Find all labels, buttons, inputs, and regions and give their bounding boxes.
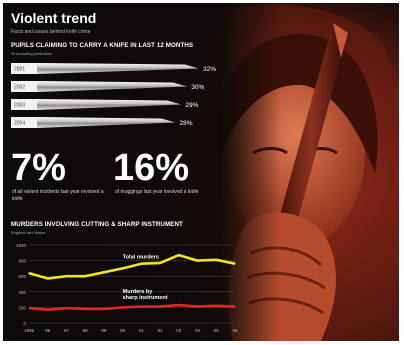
x-tick-label: 06 [232,328,238,333]
infographic: Violent trend Facts and issues behind kn… [3,3,399,341]
stat-value-muggings: 16% [113,147,190,189]
bar-value-label: 29% [185,102,198,109]
bar-category-label: 2001 [14,67,25,73]
bar-handle [11,81,37,92]
x-tick-label: 1995 [24,328,35,333]
x-tick-label: 01 [139,328,145,333]
bar [37,63,199,74]
bar-category-label: 2002 [14,85,25,91]
murder-chart-title: MURDERS INVOLVING CUTTING & SHARP INSTRU… [11,221,183,228]
data-point [84,275,86,277]
data-point [159,306,161,308]
x-tick-label: 03 [176,328,182,333]
bar [37,99,182,110]
x-tick-label: 04 [195,328,201,333]
bar-value-label: 32% [203,66,216,73]
data-point [122,267,124,269]
x-tick-label: 05 [214,328,220,333]
x-tick-label: 99 [101,328,107,333]
bar-category-label: 2003 [14,103,25,109]
data-point [122,306,124,308]
series-line [28,303,236,311]
data-point [140,306,142,308]
y-tick-label: 200 [18,305,26,310]
x-tick-label: 02 [158,328,164,333]
y-tick-label: 800 [18,259,26,264]
y-tick-label: 600 [18,274,26,279]
data-point [215,305,217,307]
bar [37,117,176,128]
data-point [84,308,86,310]
bar-handle [11,63,37,74]
data-point [65,307,68,309]
data-point [28,307,30,309]
page-subtitle: Facts and issues behind knife crime [11,29,91,35]
annotation-total: Total murders [123,254,159,260]
data-point [178,254,180,256]
annotation-sharp: Murders by sharp instrument [123,289,168,301]
data-point [234,306,236,308]
data-point [65,275,68,277]
data-point [103,271,105,273]
data-point [178,304,180,306]
x-tick-label: 97 [64,328,70,333]
stat-value-violent: 7% [11,147,66,189]
bar-handle [11,117,37,128]
data-point [215,259,217,261]
stat-caption-violent: of all violent incidents last year invol… [12,189,104,202]
bar-value-label: 30% [191,84,204,91]
knife-bar-chart: 2001 32% 2002 30% 2003 29% 2004 28% [11,63,216,128]
bar [37,81,188,92]
data-point [47,309,49,311]
data-point [234,263,236,265]
data-point [196,260,199,262]
data-point [47,277,49,280]
x-tick-label: 00 [120,328,126,333]
data-point [28,272,30,274]
knife-chart-title: PUPILS CLAIMING TO CARRY A KNIFE IN LAST… [11,42,194,49]
stat-caption-muggings: of muggings last year involved a knife [115,189,199,195]
bar-category-label: 2004 [14,121,25,127]
data-point [159,262,161,264]
knife-chart-note: % excluding penknives [11,51,52,56]
y-tick-label: 400 [18,290,26,295]
data-point [196,306,199,308]
y-tick-label: 1000 [16,243,27,248]
murder-chart-note: England and Wales [11,230,46,235]
page-title: Violent trend [11,10,97,26]
data-point [103,308,105,310]
bar-value-label: 28% [180,120,193,127]
bar-handle [11,99,37,110]
murder-line-chart: 0 200 400 600 800 1000 1995 96 97 98 99 00 01 02 03 04 0… [16,243,238,333]
x-tick-label: 96 [45,328,51,333]
y-tick-label: 0 [23,321,26,326]
x-tick-label: 98 [83,328,89,333]
series-line [28,253,236,280]
data-point [140,263,142,265]
knife-photo [3,3,399,341]
